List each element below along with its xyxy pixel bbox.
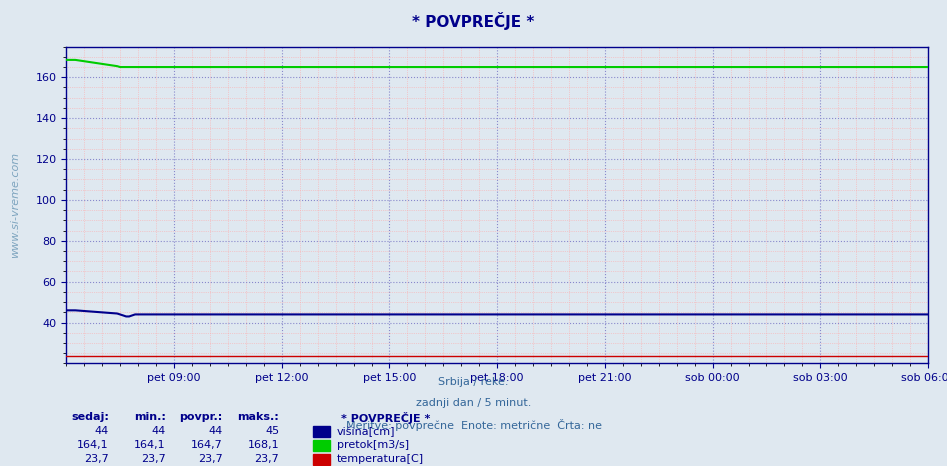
Text: temperatura[C]: temperatura[C] — [337, 454, 424, 464]
Text: pretok[m3/s]: pretok[m3/s] — [337, 440, 409, 450]
Text: 168,1: 168,1 — [248, 440, 279, 450]
Text: 23,7: 23,7 — [198, 454, 223, 464]
Text: zadnji dan / 5 minut.: zadnji dan / 5 minut. — [416, 398, 531, 408]
Text: 164,1: 164,1 — [78, 440, 109, 450]
Text: 164,7: 164,7 — [190, 440, 223, 450]
Text: www.si-vreme.com: www.si-vreme.com — [9, 152, 20, 258]
Text: 164,1: 164,1 — [134, 440, 166, 450]
Text: maks.:: maks.: — [238, 412, 279, 422]
Text: povpr.:: povpr.: — [179, 412, 223, 422]
Text: Meritve: povprečne  Enote: metrične  Črta: ne: Meritve: povprečne Enote: metrične Črta:… — [346, 419, 601, 432]
Text: min.:: min.: — [134, 412, 166, 422]
Text: 23,7: 23,7 — [141, 454, 166, 464]
Text: 23,7: 23,7 — [84, 454, 109, 464]
Text: sedaj:: sedaj: — [71, 412, 109, 422]
Text: višina[cm]: višina[cm] — [337, 426, 396, 437]
Text: * POVPREČJE *: * POVPREČJE * — [412, 12, 535, 30]
Text: Srbija / reke.: Srbija / reke. — [438, 377, 509, 387]
Text: 44: 44 — [95, 426, 109, 436]
Text: 45: 45 — [265, 426, 279, 436]
Text: 44: 44 — [208, 426, 223, 436]
Text: 44: 44 — [152, 426, 166, 436]
Text: * POVPREČJE *: * POVPREČJE * — [341, 412, 430, 425]
Text: 23,7: 23,7 — [255, 454, 279, 464]
